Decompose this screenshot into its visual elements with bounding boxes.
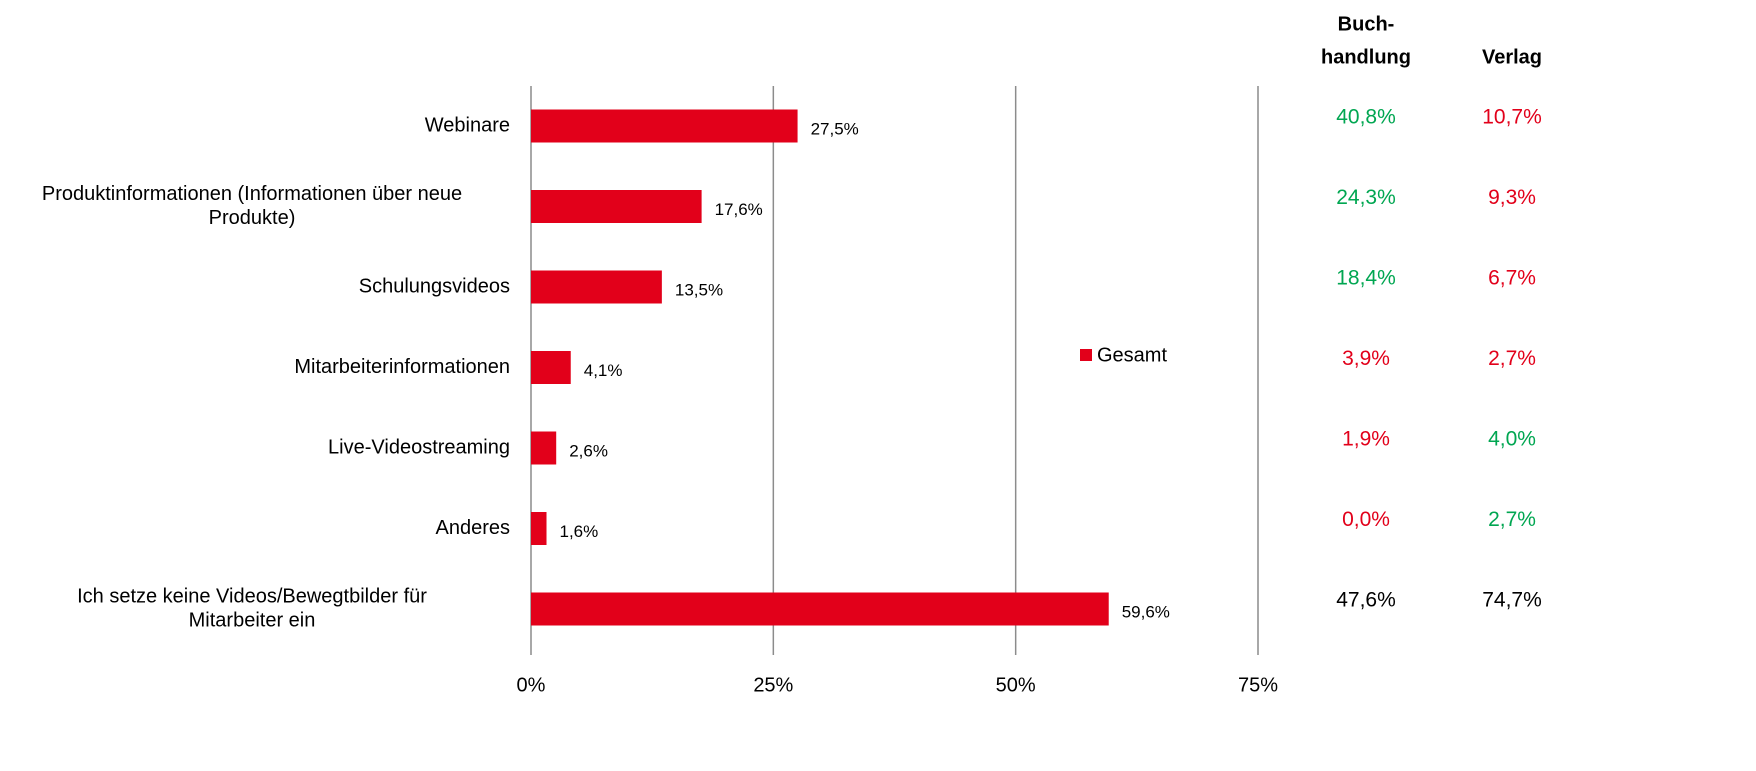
table-cell: 2,7% bbox=[1488, 508, 1536, 531]
legend-swatch bbox=[1080, 349, 1092, 361]
legend-label: Gesamt bbox=[1097, 344, 1167, 366]
category-label: Live-Videostreaming bbox=[328, 436, 510, 458]
table-cell: 2,7% bbox=[1488, 347, 1536, 370]
table-cell: 1,9% bbox=[1342, 428, 1390, 451]
table-cell: 6,7% bbox=[1488, 267, 1536, 290]
x-tick-label: 25% bbox=[753, 674, 793, 696]
table-cell: 4,0% bbox=[1488, 428, 1536, 451]
category-label: Schulungsvideos bbox=[359, 275, 510, 297]
category-label: Mitarbeiter ein bbox=[189, 609, 316, 631]
x-tick-label: 50% bbox=[996, 674, 1036, 696]
table-cell: 3,9% bbox=[1342, 347, 1390, 370]
table-cell: 24,3% bbox=[1336, 186, 1396, 209]
category-label: Produktinformationen (Informationen über… bbox=[42, 183, 462, 205]
table-cell: 10,7% bbox=[1482, 106, 1542, 129]
category-label: Produkte) bbox=[209, 207, 296, 229]
x-tick-labels: 0% 25% 50% 75% bbox=[517, 674, 1279, 696]
value-label: 2,6% bbox=[569, 441, 608, 460]
value-label: 27,5% bbox=[811, 119, 859, 138]
bar bbox=[531, 351, 571, 384]
bar bbox=[531, 109, 798, 143]
gridlines bbox=[530, 86, 1259, 655]
legend: Gesamt bbox=[1080, 344, 1167, 366]
table-cell: 18,4% bbox=[1336, 267, 1396, 290]
bar bbox=[531, 431, 557, 465]
bar bbox=[531, 190, 702, 223]
category-labels: Webinare Produktinformationen (Informatio… bbox=[42, 114, 510, 631]
bar bbox=[531, 592, 1109, 626]
category-label: Webinare bbox=[425, 114, 510, 136]
x-tick-label: 75% bbox=[1238, 674, 1278, 696]
table-header: Verlag bbox=[1482, 46, 1542, 68]
value-label: 59,6% bbox=[1122, 602, 1170, 621]
category-label: Mitarbeiterinformationen bbox=[294, 356, 510, 378]
value-label: 13,5% bbox=[675, 280, 723, 299]
value-labels: 27,5% 17,6% 13,5% 4,1% 2,6% 1,6% 59,6% bbox=[560, 119, 1170, 621]
table-cell: 0,0% bbox=[1342, 508, 1390, 531]
side-table: Buch-handlung Verlag 40,8% 24,3% 18,4% 3,9% 1,… bbox=[1321, 13, 1542, 611]
category-label: Anderes bbox=[436, 517, 511, 539]
x-tick-label: 0% bbox=[517, 674, 546, 696]
bar bbox=[531, 270, 662, 304]
value-label: 1,6% bbox=[560, 522, 599, 541]
table-cell: 47,6% bbox=[1336, 589, 1396, 612]
table-header: handlung bbox=[1321, 46, 1411, 68]
value-label: 17,6% bbox=[715, 200, 763, 219]
category-label: Ich setze keine Videos/Bewegtbilder für bbox=[77, 585, 427, 607]
value-label: 4,1% bbox=[584, 361, 623, 380]
table-cell: 9,3% bbox=[1488, 186, 1536, 209]
table-cell: 74,7% bbox=[1482, 589, 1542, 612]
bar bbox=[531, 512, 547, 545]
table-header: Buch- bbox=[1338, 13, 1395, 35]
table-cell: 40,8% bbox=[1336, 106, 1396, 129]
bars bbox=[531, 109, 1109, 626]
